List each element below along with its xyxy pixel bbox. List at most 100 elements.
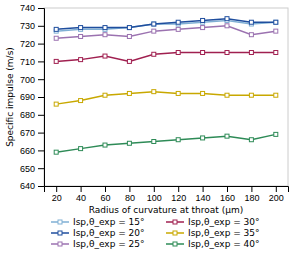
series-line [56,53,276,62]
y-tick-mark [38,44,44,45]
series-marker [176,51,180,55]
x-tick: 180 [244,186,259,203]
series-marker [79,26,83,30]
series-marker [152,52,156,56]
series-marker [225,51,229,55]
series-marker [274,20,278,24]
series-marker [152,22,156,26]
x-tick-mark [81,186,82,192]
legend-label: Isp,θ_exp = 15° [73,217,145,227]
legend-marker [173,220,177,224]
y-tick-mark [38,186,44,187]
series-marker [79,34,83,38]
series-line [56,134,276,152]
x-tick-label: 160 [220,193,235,203]
y-tick-label: 640 [20,181,35,191]
series-marker [152,140,156,144]
series-marker [54,27,58,31]
series-marker [274,51,278,55]
series-marker [54,59,58,63]
x-tick-mark [154,186,155,192]
series-marker [201,91,205,95]
x-tick-label: 80 [125,193,135,203]
y-tick: 680 [20,110,44,120]
y-tick-label: 670 [20,128,35,138]
plot-frame [44,8,288,186]
series-marker [54,150,58,154]
x-axis: 20406080100120140160180200 [45,186,289,203]
y-tick-label: 690 [20,92,35,102]
x-tick: 200 [269,186,284,203]
plot: 2040608010012014016018020064065066067068… [20,3,289,203]
x-tick: 40 [76,186,86,203]
series-marker [54,102,58,106]
y-tick: 650 [20,164,44,174]
x-tick-mark [56,186,57,192]
legend-marker [58,242,62,246]
legend-item: Isp,θ_exp = 40° [166,239,260,249]
series-marker [152,90,156,94]
series-marker [79,58,83,62]
series-marker [152,29,156,33]
legend-item: Isp,θ_exp = 35° [166,228,260,238]
legend-marker [58,231,62,235]
x-tick-mark [227,186,228,192]
y-tick-label: 650 [20,164,35,174]
series-marker [103,33,107,37]
x-tick: 120 [171,186,186,203]
y-tick-label: 700 [20,75,35,85]
series-line [56,26,276,38]
series-marker [274,132,278,136]
y-tick-label: 680 [20,110,35,120]
x-tick: 140 [196,186,211,203]
series-marker [79,99,83,103]
legend-marker [173,231,177,235]
legend-item: Isp,θ_exp = 30° [166,217,260,227]
x-tick: 80 [125,186,135,203]
series-marker [127,26,131,30]
y-tick-mark [38,115,44,116]
series-line [56,92,276,104]
y-tick: 690 [20,92,44,102]
legend-label: Isp,θ_exp = 35° [188,228,260,238]
series-marker [274,29,278,33]
y-tick-label: 660 [20,146,35,156]
series-marker [103,26,107,30]
series-marker [127,26,131,30]
x-tick-mark [276,186,277,192]
x-tick: 160 [220,186,235,203]
y-tick: 740 [20,3,44,13]
y-axis: 640 650 660 670 680 690 700 710 720 730 740 [20,3,45,191]
series-marker [225,17,229,21]
x-tick-label: 40 [76,193,86,203]
series-marker [274,93,278,97]
x-axis-title: Radius of curvature at throat (μm) [89,205,243,215]
chart: 2040608010012014016018020064065066067068… [0,0,300,257]
series-marker [127,141,131,145]
series-marker [249,93,253,97]
x-tick: 100 [147,186,162,203]
series-marker [274,20,278,24]
legend-label: Isp,θ_exp = 30° [188,217,260,227]
y-tick: 670 [20,128,44,138]
x-tick-label: 20 [52,193,62,203]
y-tick-mark [38,133,44,134]
series-marker [225,24,229,28]
y-tick: 710 [20,57,44,67]
x-tick-label: 140 [196,193,211,203]
x-tick-mark [178,186,179,192]
y-tick-label: 730 [20,21,35,31]
series-marker [249,138,253,142]
series-marker [127,59,131,63]
y-tick-mark [38,79,44,80]
series-marker [225,93,229,97]
y-tick-mark [38,150,44,151]
legend-item: Isp,θ_exp = 15° [51,217,145,227]
series-marker [103,93,107,97]
legend: Isp,θ_exp = 15°Isp,θ_exp = 20°Isp,θ_exp … [51,217,260,249]
series-marker [201,136,205,140]
x-tick-label: 180 [244,193,259,203]
x-axis-line [45,187,289,193]
y-tick: 720 [20,39,44,49]
series-marker [225,134,229,138]
